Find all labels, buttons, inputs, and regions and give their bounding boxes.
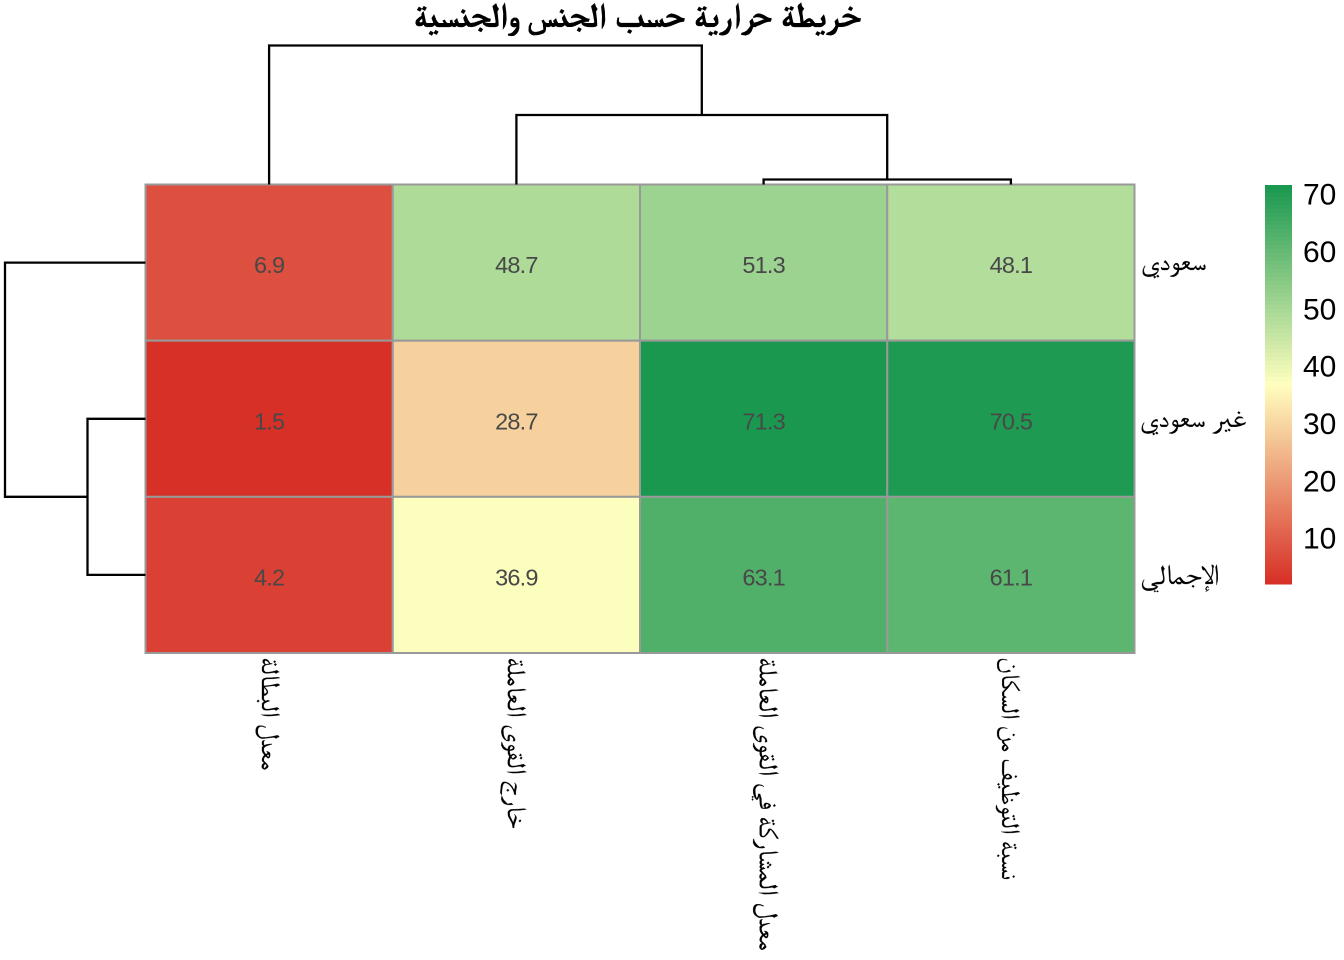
svg-text:36.9: 36.9 [495,565,538,591]
svg-text:30: 30 [1303,408,1336,441]
svg-text:48.7: 48.7 [495,252,538,278]
svg-text:28.7: 28.7 [495,408,538,434]
svg-text:70.5: 70.5 [990,408,1033,434]
svg-text:63.1: 63.1 [742,565,785,591]
svg-text:61.1: 61.1 [990,565,1033,591]
svg-text:6.9: 6.9 [254,252,284,278]
svg-text:70: 70 [1303,179,1336,212]
svg-text:4.2: 4.2 [254,565,284,591]
svg-text:50: 50 [1303,293,1336,326]
svg-text:51.3: 51.3 [742,252,785,278]
svg-text:48.1: 48.1 [990,252,1033,278]
svg-text:60: 60 [1303,236,1336,269]
svg-text:1.5: 1.5 [254,408,285,434]
svg-text:40: 40 [1303,351,1336,384]
svg-text:20: 20 [1303,465,1336,498]
svg-text:71.3: 71.3 [742,408,785,434]
svg-text:10: 10 [1303,523,1336,556]
